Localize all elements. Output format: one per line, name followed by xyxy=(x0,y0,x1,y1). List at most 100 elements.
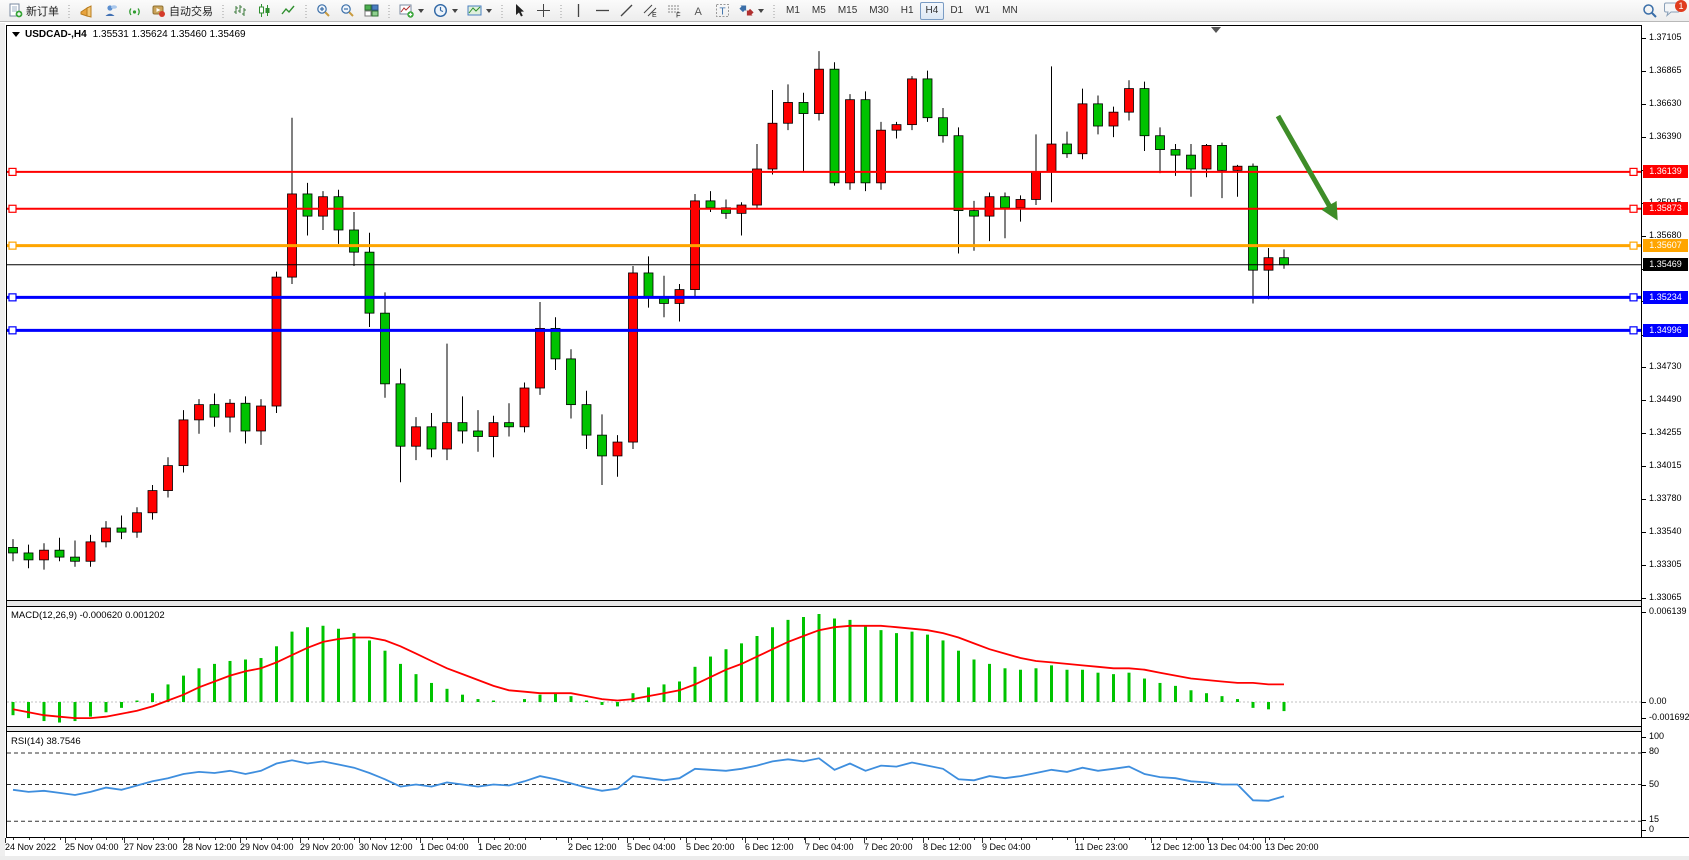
signals-button[interactable] xyxy=(123,1,146,21)
main-chart-pane[interactable] xyxy=(7,26,1641,600)
candle-body xyxy=(535,327,545,389)
zoom-out-button[interactable] xyxy=(336,1,359,21)
crosshair-button[interactable] xyxy=(532,1,555,21)
main-macd-splitter[interactable] xyxy=(6,601,1642,606)
time-major-tick xyxy=(65,838,66,843)
time-minor-tick xyxy=(509,838,510,840)
candle-body xyxy=(70,556,80,562)
line-handle[interactable] xyxy=(8,167,17,177)
cursor-icon xyxy=(516,4,524,17)
time-minor-tick xyxy=(369,838,371,840)
timeframe-group: M1 M5 M15 M30 H1 H4 D1 W1 MN xyxy=(780,1,1024,20)
text-label-button[interactable]: T xyxy=(711,1,734,21)
tile-windows-button[interactable] xyxy=(360,1,383,21)
timeframe-W1[interactable]: W1 xyxy=(975,5,991,16)
fibonacci-button[interactable]: F xyxy=(663,1,686,21)
horizontal-line-1.35234[interactable] xyxy=(7,293,1641,302)
timeframe-MN[interactable]: MN xyxy=(1002,5,1018,16)
macd-tick xyxy=(1642,718,1646,719)
autotrading-button[interactable]: 自动交易 xyxy=(147,1,217,21)
candle-body xyxy=(364,251,375,314)
time-axis-label: 30 Nov 12:00 xyxy=(359,842,413,852)
trendline-button[interactable] xyxy=(615,1,638,21)
candle-body xyxy=(147,490,158,514)
timeframe-D1[interactable]: D1 xyxy=(950,5,964,16)
candle-body xyxy=(628,272,638,443)
chart-shift-marker[interactable] xyxy=(1211,27,1221,33)
candle-body xyxy=(1124,88,1134,113)
search-icon[interactable] xyxy=(1642,3,1658,19)
horizontal-line-1.34996[interactable] xyxy=(7,326,1641,335)
community-button[interactable] xyxy=(99,1,122,21)
vertical-line-button[interactable] xyxy=(567,1,590,21)
horizontal-line-icon xyxy=(596,9,609,12)
macd-values: -0.000620 0.001202 xyxy=(79,610,165,621)
time-axis-label: 11 Dec 23:00 xyxy=(1075,842,1128,852)
line-handle[interactable] xyxy=(8,326,17,335)
time-axis-label: 29 Nov 20:00 xyxy=(300,842,354,852)
line-handle[interactable] xyxy=(8,241,17,250)
time-minor-tick xyxy=(338,838,340,840)
arrows-button[interactable] xyxy=(735,1,768,21)
rsi-pane[interactable] xyxy=(7,732,1641,837)
timeframe-M5[interactable]: M5 xyxy=(811,5,826,16)
candlestick-chart-button[interactable] xyxy=(253,1,276,21)
time-minor-tick xyxy=(772,838,774,840)
rsi-value: 38.7546 xyxy=(46,736,81,747)
time-axis-label: 27 Nov 23:00 xyxy=(124,842,178,852)
timeframe-M1[interactable]: M1 xyxy=(786,5,800,16)
macd-tick xyxy=(1642,702,1646,703)
cursor-button[interactable] xyxy=(508,1,531,21)
horizontal-line-button[interactable] xyxy=(591,1,614,21)
time-axis-label: 8 Dec 12:00 xyxy=(923,842,972,852)
horizontal-line-1.35873[interactable] xyxy=(7,204,1641,213)
timeframe-H4[interactable]: H4 xyxy=(919,1,945,20)
timeframe-H1[interactable]: H1 xyxy=(900,5,914,16)
time-minor-tick xyxy=(75,838,76,840)
zoom-in-button[interactable] xyxy=(312,1,335,21)
indicators-button[interactable] xyxy=(395,1,428,21)
candle-body xyxy=(333,196,344,231)
candle-body xyxy=(395,383,406,447)
macd-rsi-splitter[interactable] xyxy=(6,727,1642,732)
bar-chart-button[interactable] xyxy=(229,1,252,21)
line-handle[interactable] xyxy=(1629,167,1638,177)
periods-button[interactable] xyxy=(429,1,462,21)
line-handle[interactable] xyxy=(1629,326,1638,335)
clock-icon xyxy=(433,3,448,18)
time-minor-tick xyxy=(493,838,495,840)
line-handle[interactable] xyxy=(1629,241,1638,250)
time-minor-tick xyxy=(1036,838,1037,840)
toolbar-grip xyxy=(220,2,226,19)
timeframe-M15[interactable]: M15 xyxy=(837,5,858,16)
price-axis[interactable]: 1.371051.368651.366301.363901.361551.359… xyxy=(1642,0,1689,860)
chat-button[interactable]: 1 xyxy=(1664,0,1687,22)
time-axis-label: 13 Dec 20:00 xyxy=(1265,842,1319,852)
symbol-dropdown-icon[interactable] xyxy=(12,32,20,37)
candle-body xyxy=(411,426,421,447)
horizontal-line-1.36139[interactable] xyxy=(7,167,1641,177)
line-handle[interactable] xyxy=(8,293,17,302)
megaphone-button[interactable] xyxy=(75,1,98,21)
time-minor-tick xyxy=(989,838,991,840)
new-order-button[interactable]: 新订单 xyxy=(4,1,63,21)
timeframe-M30[interactable]: M30 xyxy=(869,5,889,16)
time-minor-tick xyxy=(602,838,603,840)
templates-button[interactable] xyxy=(463,1,496,21)
candle-body xyxy=(1232,165,1243,171)
time-axis[interactable]: 24 Nov 2022 25 Nov 04:00 27 Nov 23:00 28 No… xyxy=(5,838,1641,856)
line-handle[interactable] xyxy=(1629,293,1638,302)
line-handle[interactable] xyxy=(1629,204,1638,213)
line-chart-icon xyxy=(281,5,295,15)
horizontal-line-1.35607[interactable] xyxy=(7,241,1641,250)
macd-pane[interactable] xyxy=(7,607,1641,727)
line-chart-button[interactable] xyxy=(277,1,300,21)
line-handle[interactable] xyxy=(8,204,17,213)
equidistant-channel-button[interactable]: E xyxy=(639,1,662,21)
price-line-badge: 1.35234 xyxy=(1643,290,1688,304)
time-minor-tick xyxy=(1005,838,1006,840)
time-axis-label: 1 Dec 04:00 xyxy=(420,842,469,852)
text-button[interactable]: A xyxy=(687,1,710,21)
time-major-tick xyxy=(420,838,421,843)
trend-arrow-annotation[interactable] xyxy=(1275,114,1338,221)
